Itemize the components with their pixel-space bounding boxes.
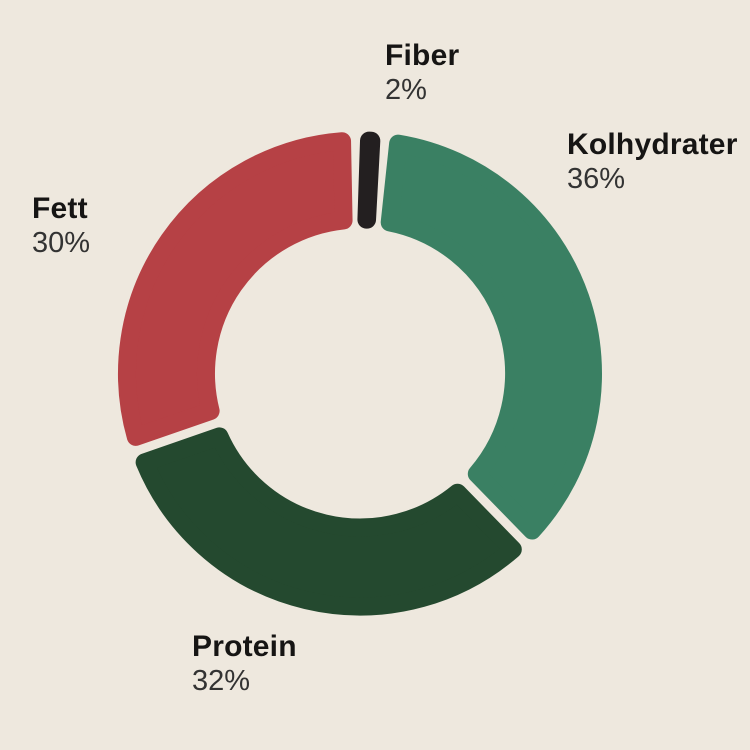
slice-label-fett: Fett 30% — [32, 192, 90, 260]
slice-percentage: 2% — [385, 74, 427, 106]
slice-label-protein: Protein 32% — [192, 630, 297, 698]
donut-slice-kolhydrater — [380, 134, 602, 540]
donut-slice-fiber — [357, 131, 381, 229]
slice-name: Protein — [192, 630, 297, 663]
slice-name: Kolhydrater — [567, 128, 738, 161]
donut-slice-protein — [135, 427, 522, 616]
slice-percentage: 32% — [192, 665, 251, 697]
slice-label-kolhydrater: Kolhydrater 36% — [567, 128, 738, 196]
slice-percentage: 30% — [32, 227, 91, 259]
slice-name: Fiber — [385, 39, 460, 72]
slice-percentage: 36% — [567, 163, 626, 195]
slice-name: Fett — [32, 192, 88, 225]
donut-slice-fett — [118, 132, 353, 446]
slice-label-fiber: Fiber 2% — [385, 39, 459, 107]
